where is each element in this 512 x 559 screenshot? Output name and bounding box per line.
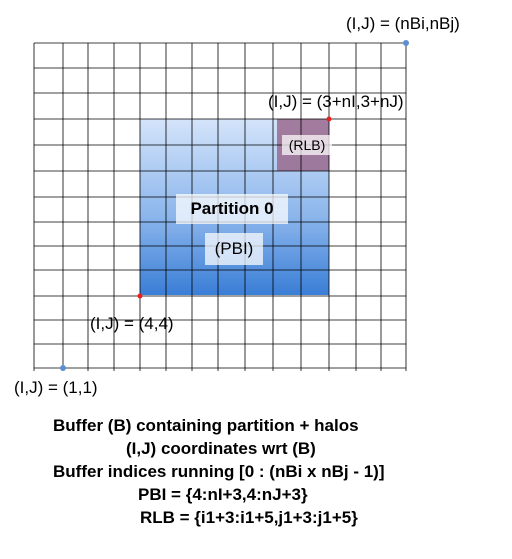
caption-line-4: PBI = {4:nI+3,4:nJ+3} [138,485,308,504]
corner-dot-origin [60,365,66,371]
label-rlb-corner: (I,J) = (3+nI,3+nJ) [268,92,404,111]
caption-line-3: Buffer indices running [0 : (nBi x nBj -… [53,462,385,481]
corner-dot-top-right [403,40,409,46]
rlb-tag: (RLB) [282,135,332,155]
caption-line-1: Buffer (B) containing partition + halos [53,416,359,435]
label-partition-corner: (I,J) = (4,4) [90,314,174,333]
corner-dot-partition [137,293,143,299]
caption: Buffer (B) containing partition + halos … [0,414,512,529]
caption-line-2: (I,J) coordinates wrt (B) [126,439,316,458]
pbi-tag: (PBI) [205,233,263,265]
corner-dot-rlb [326,116,332,122]
label-origin: (I,J) = (1,1) [14,378,98,397]
partition-title: Partition 0 [176,194,288,224]
label-top-right: (I,J) = (nBi,nBj) [346,14,460,33]
caption-line-5: RLB = {i1+3:i1+5,j1+3:j1+5} [140,508,358,527]
